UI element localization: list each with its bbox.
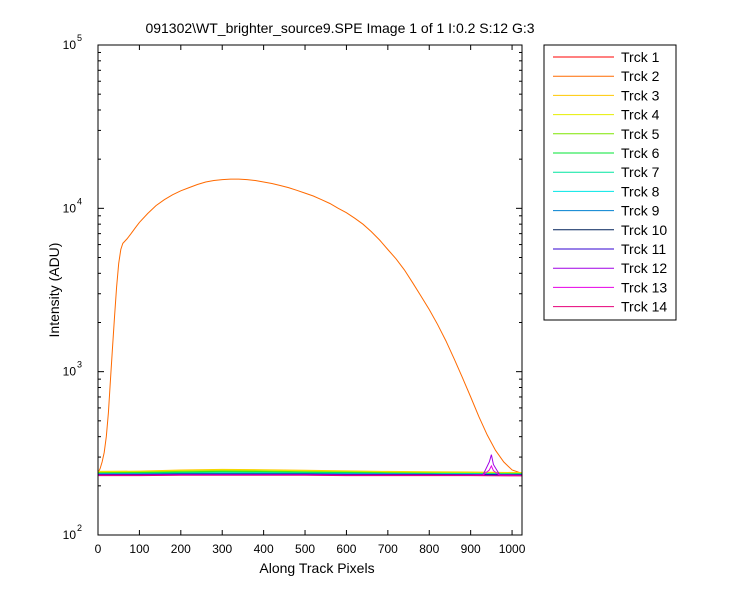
y-tick-label-exponent: 4 <box>77 196 82 206</box>
series-line-3 <box>98 468 522 474</box>
legend-label: Trck 9 <box>621 203 660 219</box>
legend-label: Trck 8 <box>621 183 660 199</box>
x-tick-label: 200 <box>171 542 191 556</box>
legend-label: Trck 1 <box>621 49 660 65</box>
x-axis: 0 100 200 300 400 500 600 700 800 900 1000 <box>95 45 526 556</box>
legend-label: Trck 5 <box>621 126 660 142</box>
y-tick-label-exponent: 5 <box>77 33 82 43</box>
y-tick-label-exponent: 3 <box>77 360 82 370</box>
y-tick-label-exponent: 2 <box>77 523 82 533</box>
x-tick-label: 900 <box>461 542 481 556</box>
legend-label: Trck 7 <box>621 164 660 180</box>
legend-label: Trck 10 <box>621 222 667 238</box>
series-line-2 <box>98 178 522 474</box>
plot-frame <box>97 44 523 536</box>
plot-series <box>98 178 522 477</box>
y-axis-label: Intensity (ADU) <box>46 243 62 338</box>
x-tick-label: 300 <box>212 542 232 556</box>
series-line-4 <box>98 469 522 474</box>
legend-label: Trck 13 <box>621 279 667 295</box>
legend-label: Trck 12 <box>621 260 667 276</box>
legend-items: Trck 1 Trck 2 Trck 3 Trck 4 Trck 5 Trck 6 Trck… <box>553 49 667 315</box>
x-tick-label: 100 <box>129 542 149 556</box>
y-tick-label: 10 <box>63 38 77 52</box>
x-axis-label: Along Track Pixels <box>259 560 374 576</box>
legend-label: Trck 3 <box>621 87 660 103</box>
x-tick-label: 700 <box>378 542 398 556</box>
legend: Trck 1 Trck 2 Trck 3 Trck 4 Trck 5 Trck 6 Trck… <box>543 44 677 321</box>
x-tick-label: 500 <box>295 542 315 556</box>
y-tick-label: 10 <box>63 201 77 215</box>
series-line-14 <box>98 474 522 477</box>
legend-label: Trck 14 <box>621 299 667 315</box>
x-tick-label: 0 <box>95 542 102 556</box>
legend-label: Trck 4 <box>621 107 660 123</box>
x-tick-label: 800 <box>419 542 439 556</box>
legend-box <box>543 44 677 321</box>
legend-label: Trck 11 <box>621 241 666 257</box>
legend-label: Trck 2 <box>621 68 660 84</box>
chart-title: 091302\WT_brighter_source9.SPE Image 1 o… <box>145 20 534 36</box>
x-tick-label: 600 <box>336 542 356 556</box>
x-tick-label: 400 <box>254 542 274 556</box>
x-tick-label: 1000 <box>499 542 526 556</box>
y-tick-label: 10 <box>63 365 77 379</box>
legend-label: Trck 6 <box>621 145 660 161</box>
y-tick-label: 10 <box>63 528 77 542</box>
